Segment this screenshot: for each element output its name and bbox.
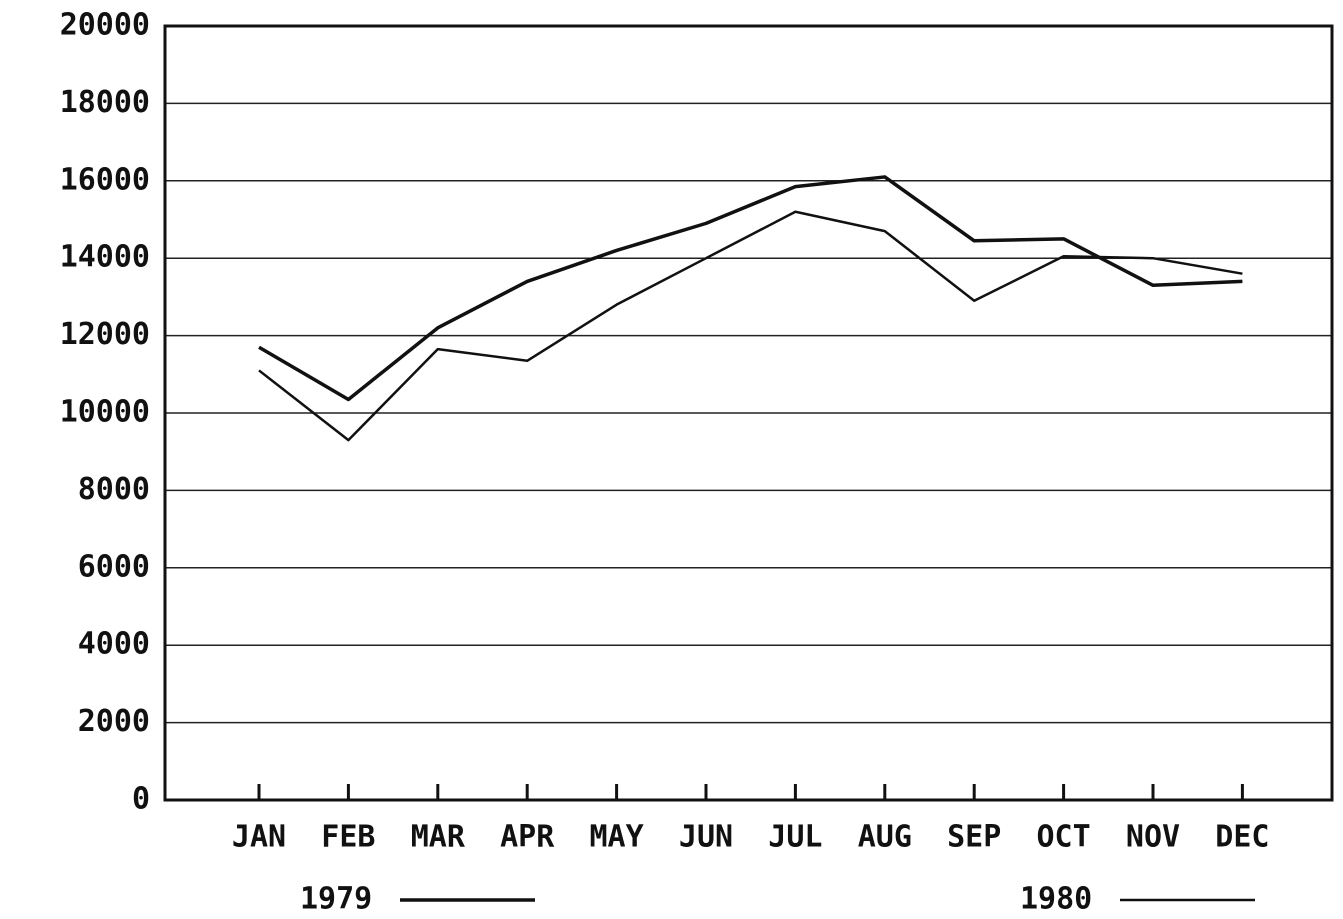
legend-label: 1979 (300, 882, 372, 917)
y-tick-label: 6000 (78, 549, 150, 584)
y-tick-label: 14000 (60, 240, 150, 275)
plot-frame (163, 24, 1334, 802)
x-tick-label: JAN (232, 820, 286, 855)
x-tick-label: MAR (411, 820, 466, 855)
series-line (258, 210, 1243, 442)
x-tick-label: NOV (1126, 820, 1180, 855)
x-tick-label: FEB (321, 820, 375, 855)
x-tick-label: AUG (858, 820, 912, 855)
y-tick-label: 4000 (78, 627, 150, 662)
x-tick-label: JUL (768, 820, 822, 855)
x-tick-label: MAY (590, 820, 644, 855)
y-tick-label: 0 (132, 782, 150, 817)
y-tick-label: 2000 (78, 704, 150, 739)
x-tick-label: SEP (947, 820, 1001, 855)
y-tick-label: 18000 (60, 85, 150, 120)
y-tick-label: 10000 (60, 395, 150, 430)
x-tick-label: JUN (679, 820, 733, 855)
series-line (258, 175, 1243, 402)
y-tick-label: 8000 (78, 472, 150, 507)
x-tick-label: OCT (1037, 820, 1091, 855)
legend-label: 1980 (1020, 882, 1092, 917)
y-tick-label: 20000 (60, 8, 150, 43)
x-tick-label: DEC (1215, 820, 1269, 855)
y-tick-label: 12000 (60, 317, 150, 352)
x-tick-label: APR (500, 820, 555, 855)
y-tick-label: 16000 (60, 162, 150, 197)
